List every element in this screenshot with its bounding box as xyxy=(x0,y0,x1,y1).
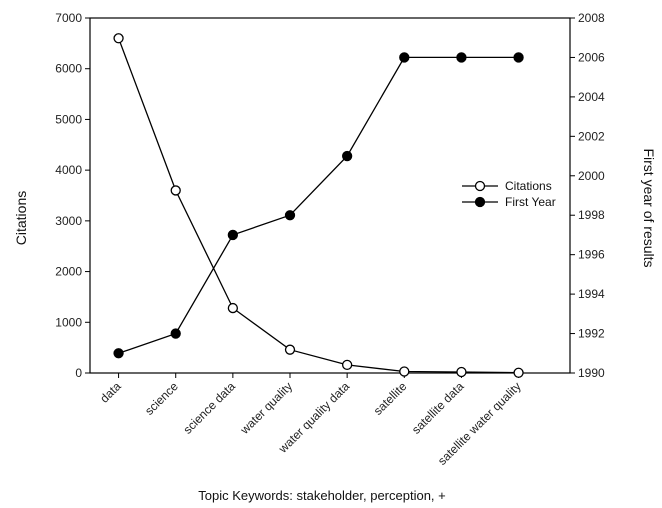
y2-tick-label: 2002 xyxy=(578,129,605,143)
data-point xyxy=(456,366,467,378)
data-point xyxy=(170,328,181,339)
y-tick-label: 4000 xyxy=(55,163,82,177)
data-point xyxy=(284,210,296,221)
plot-border xyxy=(89,17,571,374)
legend-marker xyxy=(474,180,486,192)
series-line-1 xyxy=(118,56,519,354)
y2-tick-label: 2000 xyxy=(578,169,605,183)
x-tick-label: data xyxy=(97,379,124,406)
x-axis-ticks: data science science data water qualitywate… xyxy=(97,373,524,468)
y-tick-label: 0 xyxy=(75,366,82,380)
y-tick-label: 7000 xyxy=(55,11,82,25)
data-point xyxy=(399,366,410,377)
data-point xyxy=(341,359,353,371)
data-point xyxy=(456,52,467,63)
data-point xyxy=(513,52,524,63)
x-axis-title: Topic Keywords: stakeholder, perception,… xyxy=(198,488,446,503)
x-tick-label: satellite data xyxy=(409,379,467,437)
legend: Citations First Year xyxy=(462,179,556,209)
data-point xyxy=(341,150,353,162)
y2-tick-label: 2006 xyxy=(578,50,605,64)
legend-label: First Year xyxy=(505,195,556,209)
series-lines xyxy=(117,38,519,374)
data-point xyxy=(399,52,410,63)
y-axis-title: Citations xyxy=(13,191,29,245)
data-point xyxy=(227,302,239,314)
x-tick-label: science data xyxy=(180,379,238,437)
data-point xyxy=(513,367,524,378)
data-point xyxy=(170,185,181,196)
series-line-0 xyxy=(117,38,519,374)
data-point xyxy=(284,344,296,355)
y2-axis-title: First year of results xyxy=(641,148,657,267)
y-tick-label: 1000 xyxy=(55,315,82,329)
legend-label: Citations xyxy=(505,179,552,193)
y2-tick-label: 2008 xyxy=(578,11,605,25)
y-tick-label: 2000 xyxy=(55,265,82,279)
y-tick-label: 6000 xyxy=(55,62,82,76)
y2-tick-label: 2004 xyxy=(578,90,605,104)
legend-marker xyxy=(474,196,486,208)
left-axis-ticks: 0 1000 2000 3000 4000 5000 6000 7000 xyxy=(55,11,90,380)
y2-tick-label: 1990 xyxy=(578,366,605,380)
data-point xyxy=(113,348,124,359)
y2-tick-label: 1998 xyxy=(578,208,605,222)
y2-tick-label: 1996 xyxy=(578,248,605,262)
x-tick-label: satellite xyxy=(371,379,410,418)
x-tick-label: water quality xyxy=(237,379,295,437)
right-axis-ticks: 1990 1992 1994 1996 1998 2000 2002 2004 2006 2008 xyxy=(570,11,605,380)
x-tick-label: science xyxy=(142,379,181,418)
series-points xyxy=(113,33,524,378)
data-point xyxy=(227,229,239,241)
y2-tick-label: 1994 xyxy=(578,287,605,301)
data-point xyxy=(113,33,124,44)
y2-tick-label: 1992 xyxy=(578,327,605,341)
plot-frame xyxy=(89,17,571,374)
y-tick-label: 3000 xyxy=(55,214,82,228)
y-tick-label: 5000 xyxy=(55,112,82,126)
